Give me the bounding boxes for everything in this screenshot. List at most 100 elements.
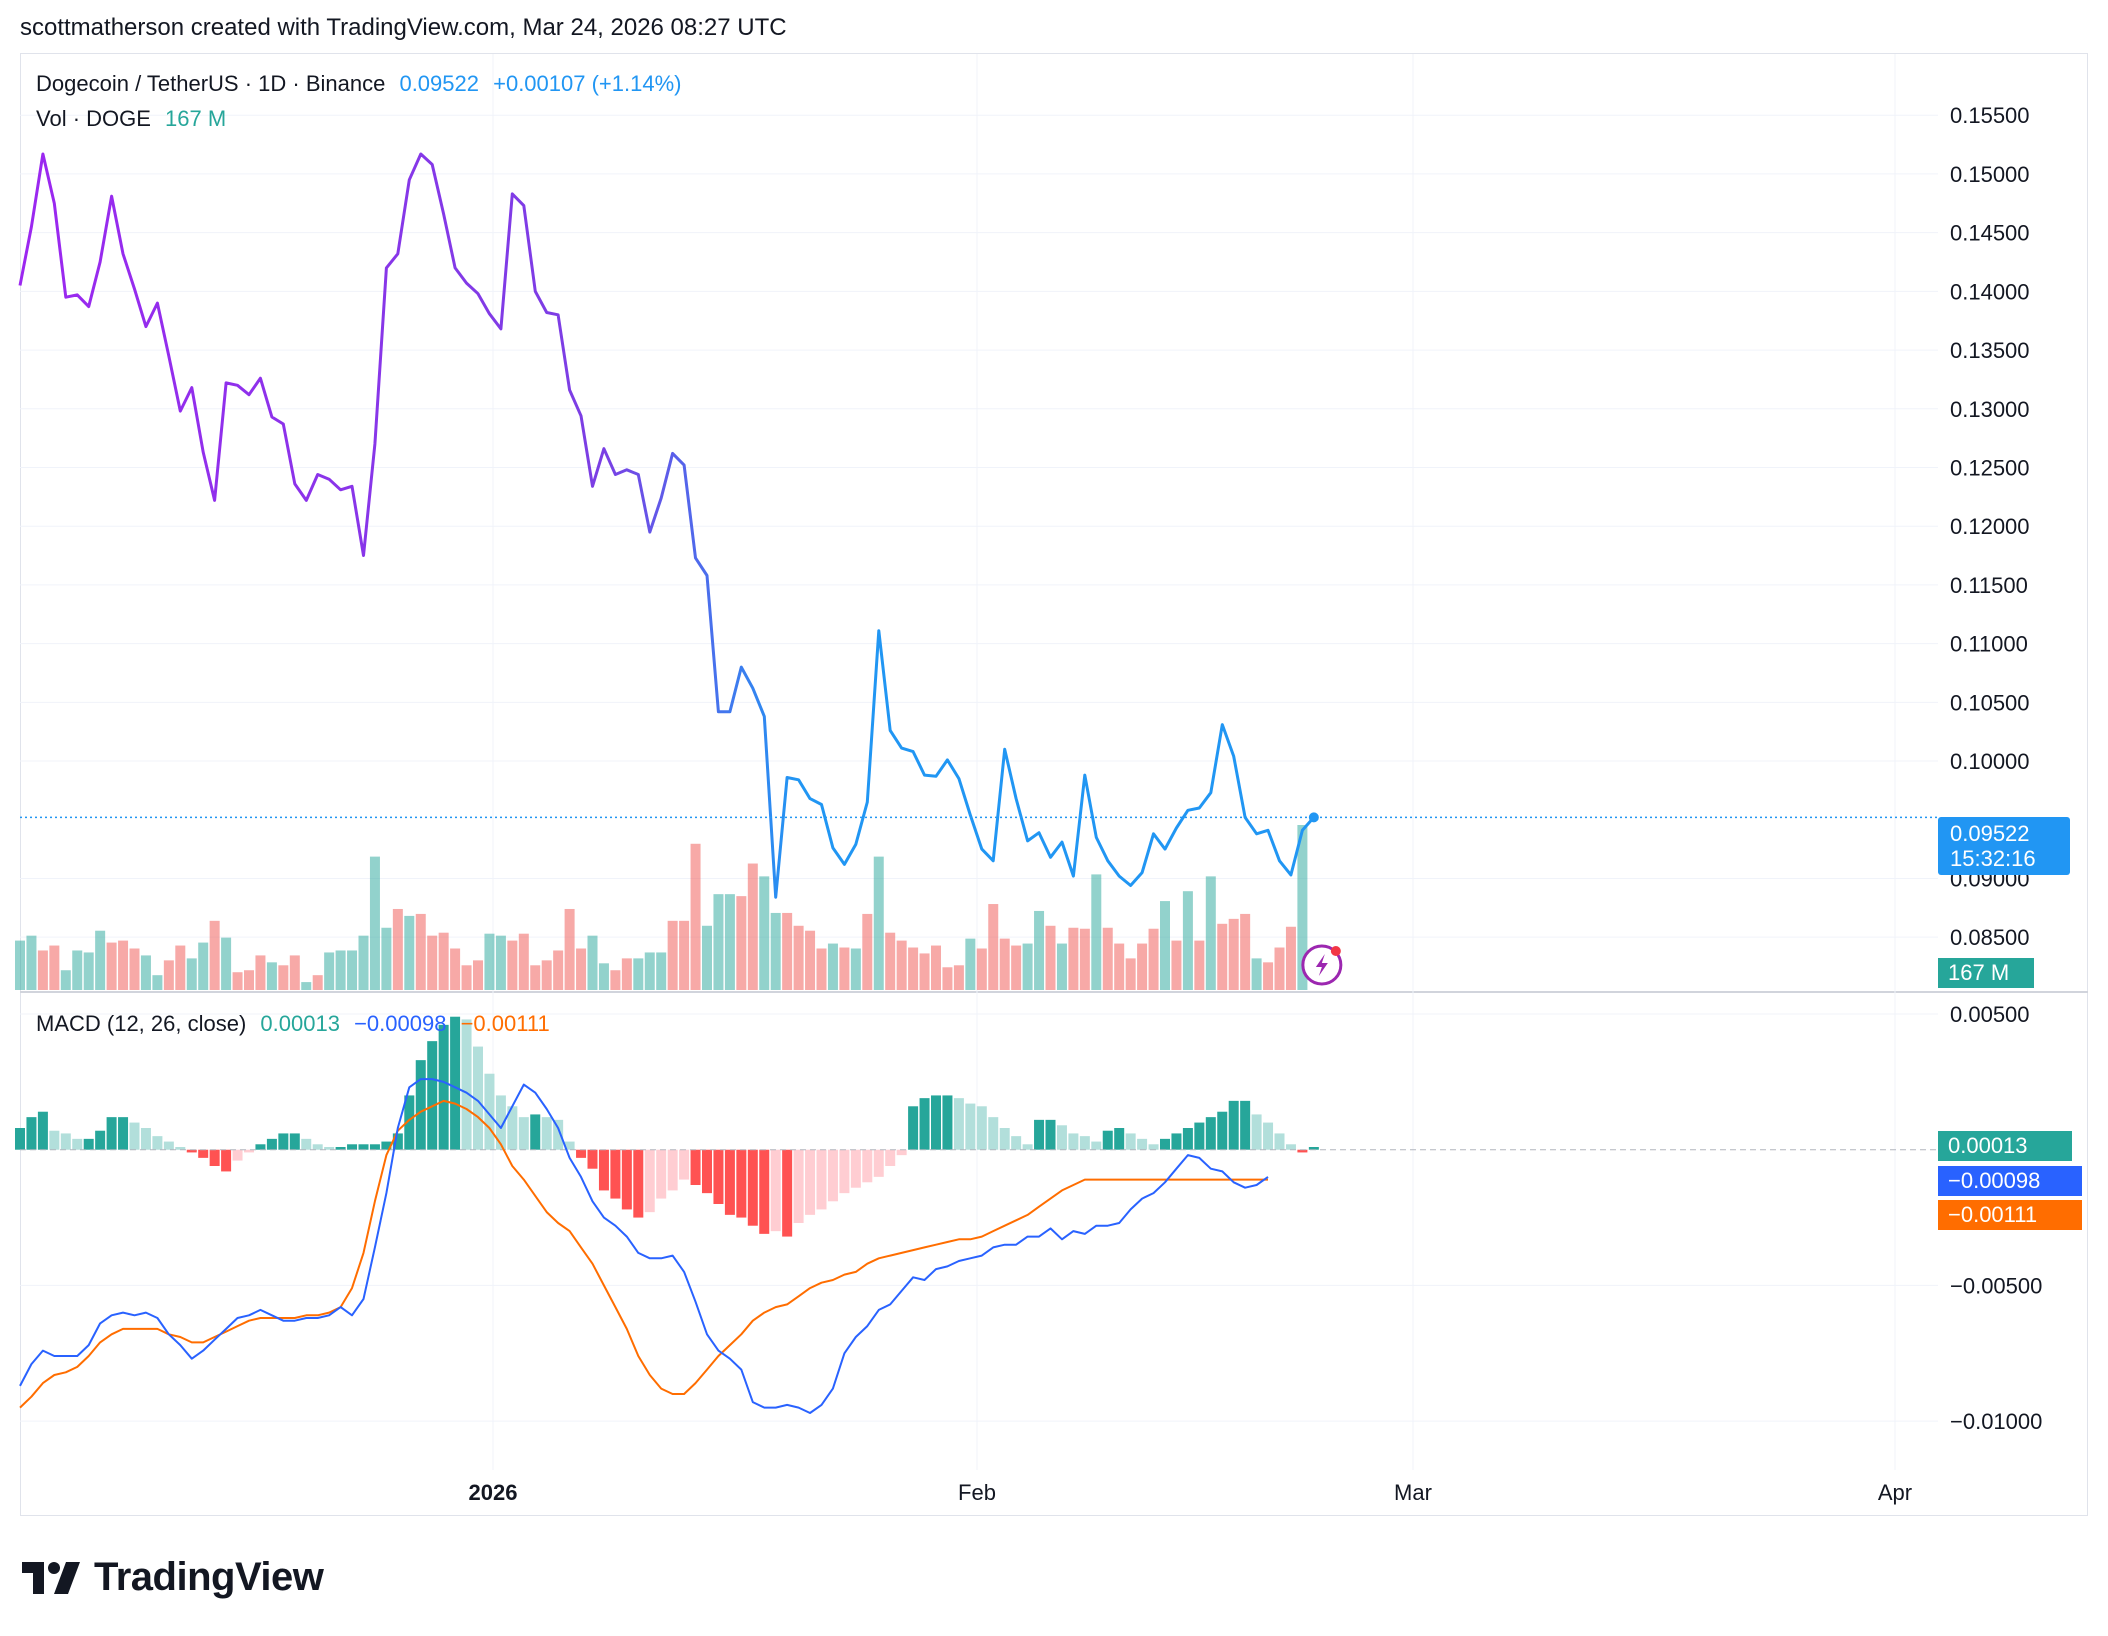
volume-bar bbox=[576, 948, 587, 990]
macd-hist-bar bbox=[644, 1149, 655, 1213]
macd-hist-bar bbox=[26, 1117, 37, 1150]
macd-hist-bar bbox=[1297, 1149, 1308, 1153]
macd-hist-bar bbox=[805, 1149, 816, 1215]
macd-legend[interactable]: MACD (12, 26, close) 0.00013 −0.00098 −0… bbox=[36, 1011, 558, 1037]
macd-hist-bar bbox=[1079, 1136, 1090, 1150]
macd-hist-bar bbox=[335, 1147, 346, 1150]
y-tick-label: 0.10000 bbox=[1950, 749, 2030, 774]
macd-hist-bar bbox=[175, 1147, 186, 1150]
macd-hist-bar bbox=[953, 1098, 964, 1150]
macd-hist-bar bbox=[381, 1141, 392, 1150]
volume-bar bbox=[278, 965, 289, 990]
volume-bar bbox=[209, 920, 220, 990]
macd-hist-bar bbox=[679, 1149, 690, 1180]
volume-bar bbox=[255, 955, 266, 990]
volume-bar bbox=[301, 982, 312, 990]
macd-hist-bar bbox=[1056, 1125, 1067, 1150]
y-tick-label: 0.12500 bbox=[1950, 455, 2030, 480]
y-tick-label: 0.15500 bbox=[1950, 103, 2030, 128]
macd-hist-bar bbox=[988, 1117, 999, 1150]
volume-bar bbox=[83, 952, 94, 990]
y-tick-label: 0.13000 bbox=[1950, 397, 2030, 422]
macd-hist-bar bbox=[1251, 1114, 1262, 1150]
volume-bar bbox=[805, 930, 816, 990]
macd-hist-bar bbox=[106, 1117, 117, 1150]
volume-bar bbox=[736, 896, 747, 990]
macd-hist-bar bbox=[1194, 1122, 1205, 1150]
macd-hist-bar bbox=[507, 1106, 518, 1150]
tradingview-logo[interactable]: TradingView bbox=[22, 1555, 324, 1600]
macd-hist-bar bbox=[999, 1128, 1010, 1150]
volume-bar bbox=[1240, 913, 1251, 990]
macd-hist-bar bbox=[747, 1149, 758, 1226]
volume-bar bbox=[724, 894, 735, 990]
volume-bar bbox=[782, 912, 793, 990]
symbol-label[interactable]: Dogecoin / TetherUS · 1D · Binance bbox=[36, 71, 386, 96]
volume-bar bbox=[896, 940, 907, 990]
macd-hist-bar bbox=[358, 1144, 369, 1150]
macd-hist-bar bbox=[152, 1136, 163, 1150]
macd-hist-bar bbox=[759, 1149, 770, 1234]
countdown-timer: 15:32:16 bbox=[1950, 846, 2036, 871]
macd-hist-bar bbox=[129, 1122, 140, 1150]
macd-hist-bar bbox=[530, 1114, 541, 1150]
volume-bar bbox=[427, 935, 438, 990]
macd-hist-bar bbox=[392, 1133, 403, 1150]
volume-legend[interactable]: Vol · DOGE 167 M bbox=[36, 106, 234, 132]
macd-lines bbox=[19, 1078, 1269, 1414]
volume-bar bbox=[598, 963, 609, 990]
volume-bar bbox=[621, 958, 632, 990]
main-legend[interactable]: Dogecoin / TetherUS · 1D · Binance 0.095… bbox=[36, 71, 689, 97]
volume-bar bbox=[198, 942, 209, 990]
volume-bar bbox=[1091, 874, 1102, 990]
volume-bar bbox=[473, 960, 483, 990]
macd-hist-bar bbox=[965, 1103, 976, 1150]
volume-bars bbox=[15, 825, 1308, 990]
volume-bar bbox=[461, 965, 472, 990]
macd-hist-bar bbox=[186, 1149, 197, 1153]
macd-hist-bar bbox=[461, 1019, 472, 1150]
tradingview-logo-icon bbox=[22, 1561, 80, 1594]
signal-value: −0.00111 bbox=[460, 1011, 550, 1036]
macd-hist-bar bbox=[1160, 1138, 1170, 1150]
macd-hist-bar bbox=[1068, 1133, 1079, 1150]
notification-dot bbox=[1330, 946, 1341, 956]
macd-label[interactable]: MACD (12, 26, close) bbox=[36, 1011, 247, 1036]
macd-hist-bar bbox=[896, 1149, 907, 1156]
macd-hist-bar bbox=[931, 1095, 941, 1150]
volume-bar bbox=[324, 952, 335, 990]
volume-bar bbox=[347, 950, 358, 990]
volume-bar bbox=[770, 912, 781, 990]
volume-bar bbox=[152, 975, 163, 990]
macd-hist-bar bbox=[49, 1130, 60, 1150]
macd-hist-bar bbox=[839, 1149, 850, 1194]
volume-bar bbox=[15, 940, 25, 990]
volume-bar bbox=[129, 948, 140, 990]
macd-hist-bar bbox=[1263, 1122, 1274, 1150]
volume-bar bbox=[965, 938, 976, 990]
volume-bar bbox=[495, 935, 506, 990]
volume-bar bbox=[186, 958, 197, 990]
macd-hist-bar bbox=[942, 1095, 953, 1150]
macd-hist-bar bbox=[209, 1149, 220, 1166]
macd-hist-bar bbox=[221, 1149, 232, 1172]
macd-hist-bar bbox=[118, 1117, 129, 1150]
volume-bar bbox=[1034, 910, 1045, 990]
volume-label[interactable]: Vol · DOGE bbox=[36, 106, 151, 131]
macd-hist-bar bbox=[404, 1095, 415, 1150]
macd-hist-bar bbox=[667, 1149, 678, 1191]
macd-hist-bar bbox=[450, 1016, 461, 1150]
macd-hist-bar bbox=[198, 1149, 209, 1158]
volume-bar bbox=[1217, 923, 1228, 990]
macd-hist-bar bbox=[1308, 1147, 1319, 1150]
volume-bar bbox=[713, 894, 724, 990]
volume-bar bbox=[175, 945, 186, 990]
macd-hist-bar bbox=[312, 1144, 323, 1150]
macd-hist-bar bbox=[1274, 1133, 1285, 1150]
volume-bar bbox=[1182, 891, 1193, 990]
macd-hist-bar bbox=[347, 1144, 358, 1150]
macd-hist-bar bbox=[553, 1119, 564, 1150]
macd-hist-bar bbox=[873, 1149, 884, 1177]
volume-bar bbox=[541, 960, 552, 990]
